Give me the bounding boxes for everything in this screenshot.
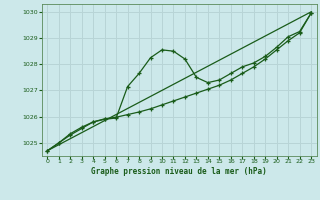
X-axis label: Graphe pression niveau de la mer (hPa): Graphe pression niveau de la mer (hPa) <box>91 167 267 176</box>
